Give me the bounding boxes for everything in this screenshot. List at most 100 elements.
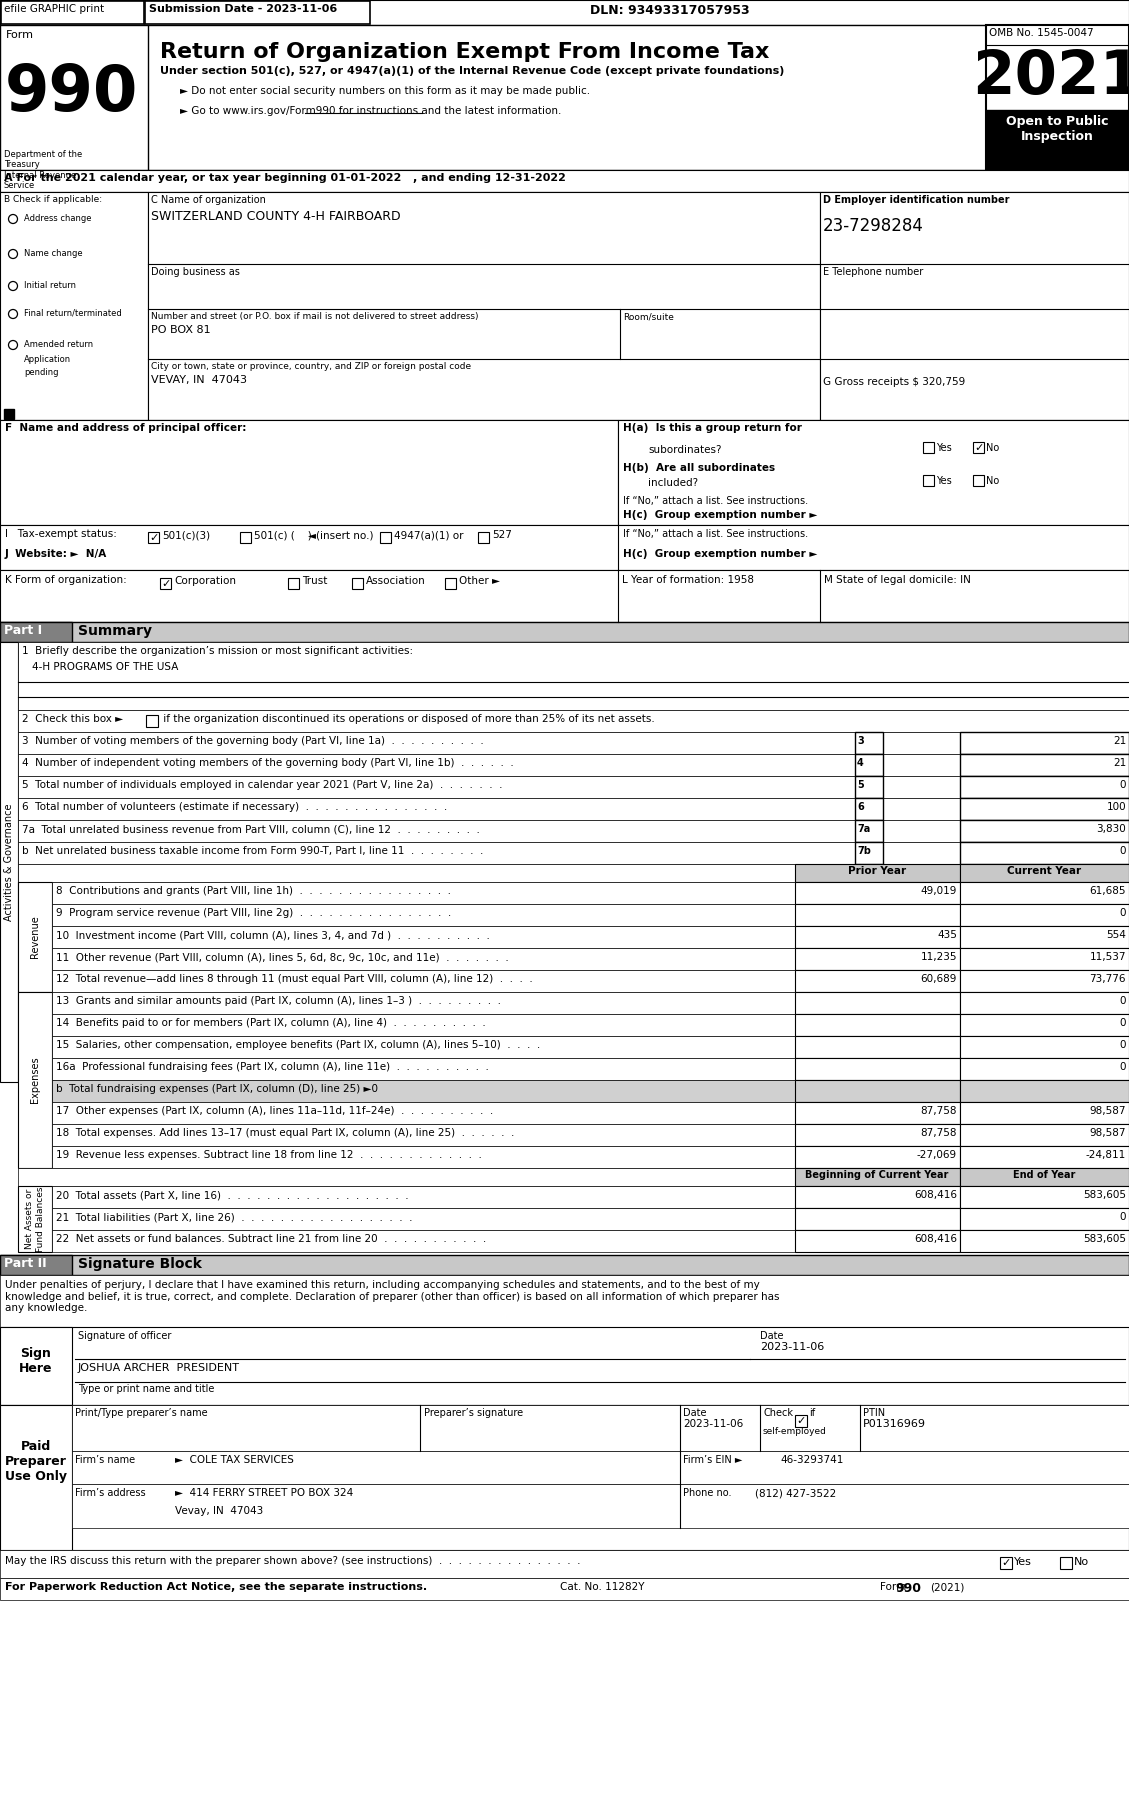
Bar (795, 1146, 960, 1168)
Text: (2021): (2021) (930, 1582, 964, 1593)
Text: 46-3293741: 46-3293741 (780, 1455, 843, 1466)
Bar (795, 903, 960, 925)
Text: -24,811: -24,811 (1086, 1150, 1126, 1159)
Bar (0, 1406, 1129, 1549)
Bar (18, 1186, 52, 1252)
Text: ►  414 FERRY STREET PO BOX 324: ► 414 FERRY STREET PO BOX 324 (175, 1487, 353, 1498)
Bar (18, 863, 1129, 882)
Text: JOSHUA ARCHER  PRESIDENT: JOSHUA ARCHER PRESIDENT (78, 1362, 240, 1373)
Text: C Name of organization: C Name of organization (151, 194, 265, 205)
Bar (0, 1328, 1129, 1406)
Text: Open to Public
Inspection: Open to Public Inspection (1006, 114, 1109, 143)
Bar (855, 755, 883, 776)
Bar (618, 421, 1129, 524)
Bar (820, 192, 1129, 421)
Bar (960, 1146, 1129, 1168)
Text: End of Year: End of Year (1013, 1170, 1075, 1179)
Bar (0, 421, 1129, 524)
Text: 583,605: 583,605 (1083, 1234, 1126, 1244)
Bar (960, 903, 1129, 925)
Text: ✓: ✓ (1001, 1558, 1010, 1567)
Text: 61,685: 61,685 (1089, 885, 1126, 896)
Bar (0, 1549, 1129, 1578)
Text: If “No,” attach a list. See instructions.: If “No,” attach a list. See instructions… (623, 495, 808, 506)
Bar (1, 2, 145, 24)
Bar (18, 709, 1129, 733)
Bar (960, 882, 1129, 903)
Text: 501(c) (    ): 501(c) ( ) (254, 530, 312, 541)
Text: 11  Other revenue (Part VIII, column (A), lines 5, 6d, 8c, 9c, 10c, and 11e)  . : 11 Other revenue (Part VIII, column (A),… (56, 952, 509, 961)
Text: Firm’s address: Firm’s address (75, 1487, 146, 1498)
Text: Form: Form (879, 1582, 910, 1593)
Bar (0, 1255, 1129, 1275)
Text: 23-7298284: 23-7298284 (823, 218, 924, 236)
Text: A For the 2021 calendar year, or tax year beginning 01-01-2022   , and ending 12: A For the 2021 calendar year, or tax yea… (5, 172, 566, 183)
Text: May the IRS discuss this return with the preparer shown above? (see instructions: May the IRS discuss this return with the… (5, 1556, 580, 1565)
Text: 4-H PROGRAMS OF THE USA: 4-H PROGRAMS OF THE USA (32, 662, 178, 671)
Text: 9  Program service revenue (Part VIII, line 2g)  .  .  .  .  .  .  .  .  .  .  .: 9 Program service revenue (Part VIII, li… (56, 909, 452, 918)
Bar (795, 992, 960, 1014)
Text: 17  Other expenses (Part IX, column (A), lines 11a–11d, 11f–24e)  .  .  .  .  . : 17 Other expenses (Part IX, column (A), … (56, 1107, 493, 1116)
Bar (986, 111, 1129, 171)
Text: 21  Total liabilities (Part X, line 26)  .  .  .  .  .  .  .  .  .  .  .  .  .  : 21 Total liabilities (Part X, line 26) .… (56, 1212, 412, 1223)
Text: Cat. No. 11282Y: Cat. No. 11282Y (560, 1582, 645, 1593)
Bar (960, 970, 1129, 992)
Text: if the organization discontinued its operations or disposed of more than 25% of : if the organization discontinued its ope… (160, 715, 655, 724)
Bar (960, 842, 1129, 863)
Text: 49,019: 49,019 (920, 885, 957, 896)
Text: H(c)  Group exemption number ►: H(c) Group exemption number ► (623, 510, 817, 521)
Text: 4: 4 (857, 758, 864, 767)
Text: b  Net unrelated business taxable income from Form 990-T, Part I, line 11  .  . : b Net unrelated business taxable income … (21, 845, 483, 856)
Text: Date: Date (683, 1408, 707, 1419)
Bar (795, 949, 960, 970)
Text: 60,689: 60,689 (920, 974, 957, 983)
Bar (855, 798, 883, 820)
Bar (52, 1208, 1129, 1230)
Text: Return of Organization Exempt From Income Tax: Return of Organization Exempt From Incom… (160, 42, 769, 62)
Text: 2023-11-06: 2023-11-06 (760, 1342, 824, 1351)
Text: b  Total fundraising expenses (Part IX, column (D), line 25) ►0: b Total fundraising expenses (Part IX, c… (56, 1085, 378, 1094)
Text: ✓: ✓ (974, 443, 983, 454)
Text: 21: 21 (1113, 758, 1126, 767)
Bar (1060, 1556, 1073, 1569)
Text: Submission Date - 2023-11-06: Submission Date - 2023-11-06 (149, 4, 338, 15)
Text: Net Assets or
Fund Balances: Net Assets or Fund Balances (25, 1186, 45, 1252)
Text: 13  Grants and similar amounts paid (Part IX, column (A), lines 1–3 )  .  .  .  : 13 Grants and similar amounts paid (Part… (56, 996, 501, 1007)
Bar (52, 1186, 1129, 1208)
Bar (0, 1578, 1129, 1600)
Text: Address change: Address change (24, 214, 91, 223)
Bar (478, 532, 489, 542)
Text: Name change: Name change (24, 249, 82, 258)
Bar (18, 842, 1129, 863)
Text: 7b: 7b (857, 845, 870, 856)
Bar (960, 1058, 1129, 1079)
Text: Paid
Preparer
Use Only: Paid Preparer Use Only (5, 1440, 67, 1484)
Text: 19  Revenue less expenses. Subtract line 18 from line 12  .  .  .  .  .  .  .  .: 19 Revenue less expenses. Subtract line … (56, 1150, 482, 1159)
Text: I   Tax-exempt status:: I Tax-exempt status: (5, 530, 117, 539)
Text: 0: 0 (1120, 845, 1126, 856)
Text: Yes: Yes (1014, 1556, 1032, 1567)
Text: Date: Date (760, 1331, 784, 1341)
Bar (960, 949, 1129, 970)
Text: 10  Investment income (Part VIII, column (A), lines 3, 4, and 7d )  .  .  .  .  : 10 Investment income (Part VIII, column … (56, 931, 490, 940)
Text: Check: Check (763, 1408, 793, 1419)
Bar (795, 1230, 960, 1252)
Text: 7a: 7a (857, 824, 870, 834)
Text: 15  Salaries, other compensation, employee benefits (Part IX, column (A), lines : 15 Salaries, other compensation, employe… (56, 1039, 541, 1050)
Text: No: No (1074, 1556, 1089, 1567)
Text: 18  Total expenses. Add lines 13–17 (must equal Part IX, column (A), line 25)  .: 18 Total expenses. Add lines 13–17 (must… (56, 1128, 515, 1137)
Text: If “No,” attach a list. See instructions.: If “No,” attach a list. See instructions… (623, 530, 808, 539)
Bar (148, 532, 159, 542)
Text: SWITZERLAND COUNTY 4-H FAIRBOARD: SWITZERLAND COUNTY 4-H FAIRBOARD (151, 210, 401, 223)
Bar (960, 798, 1129, 820)
Text: 12  Total revenue—add lines 8 through 11 (must equal Part VIII, column (A), line: 12 Total revenue—add lines 8 through 11 … (56, 974, 533, 983)
Bar (18, 1168, 1129, 1186)
Bar (960, 1101, 1129, 1125)
Bar (855, 733, 883, 755)
Text: Beginning of Current Year: Beginning of Current Year (805, 1170, 948, 1179)
Bar (52, 970, 1129, 992)
Text: 501(c)(3): 501(c)(3) (161, 530, 210, 541)
Text: ►  COLE TAX SERVICES: ► COLE TAX SERVICES (175, 1455, 294, 1466)
Bar (960, 1079, 1129, 1101)
Bar (0, 171, 1129, 192)
